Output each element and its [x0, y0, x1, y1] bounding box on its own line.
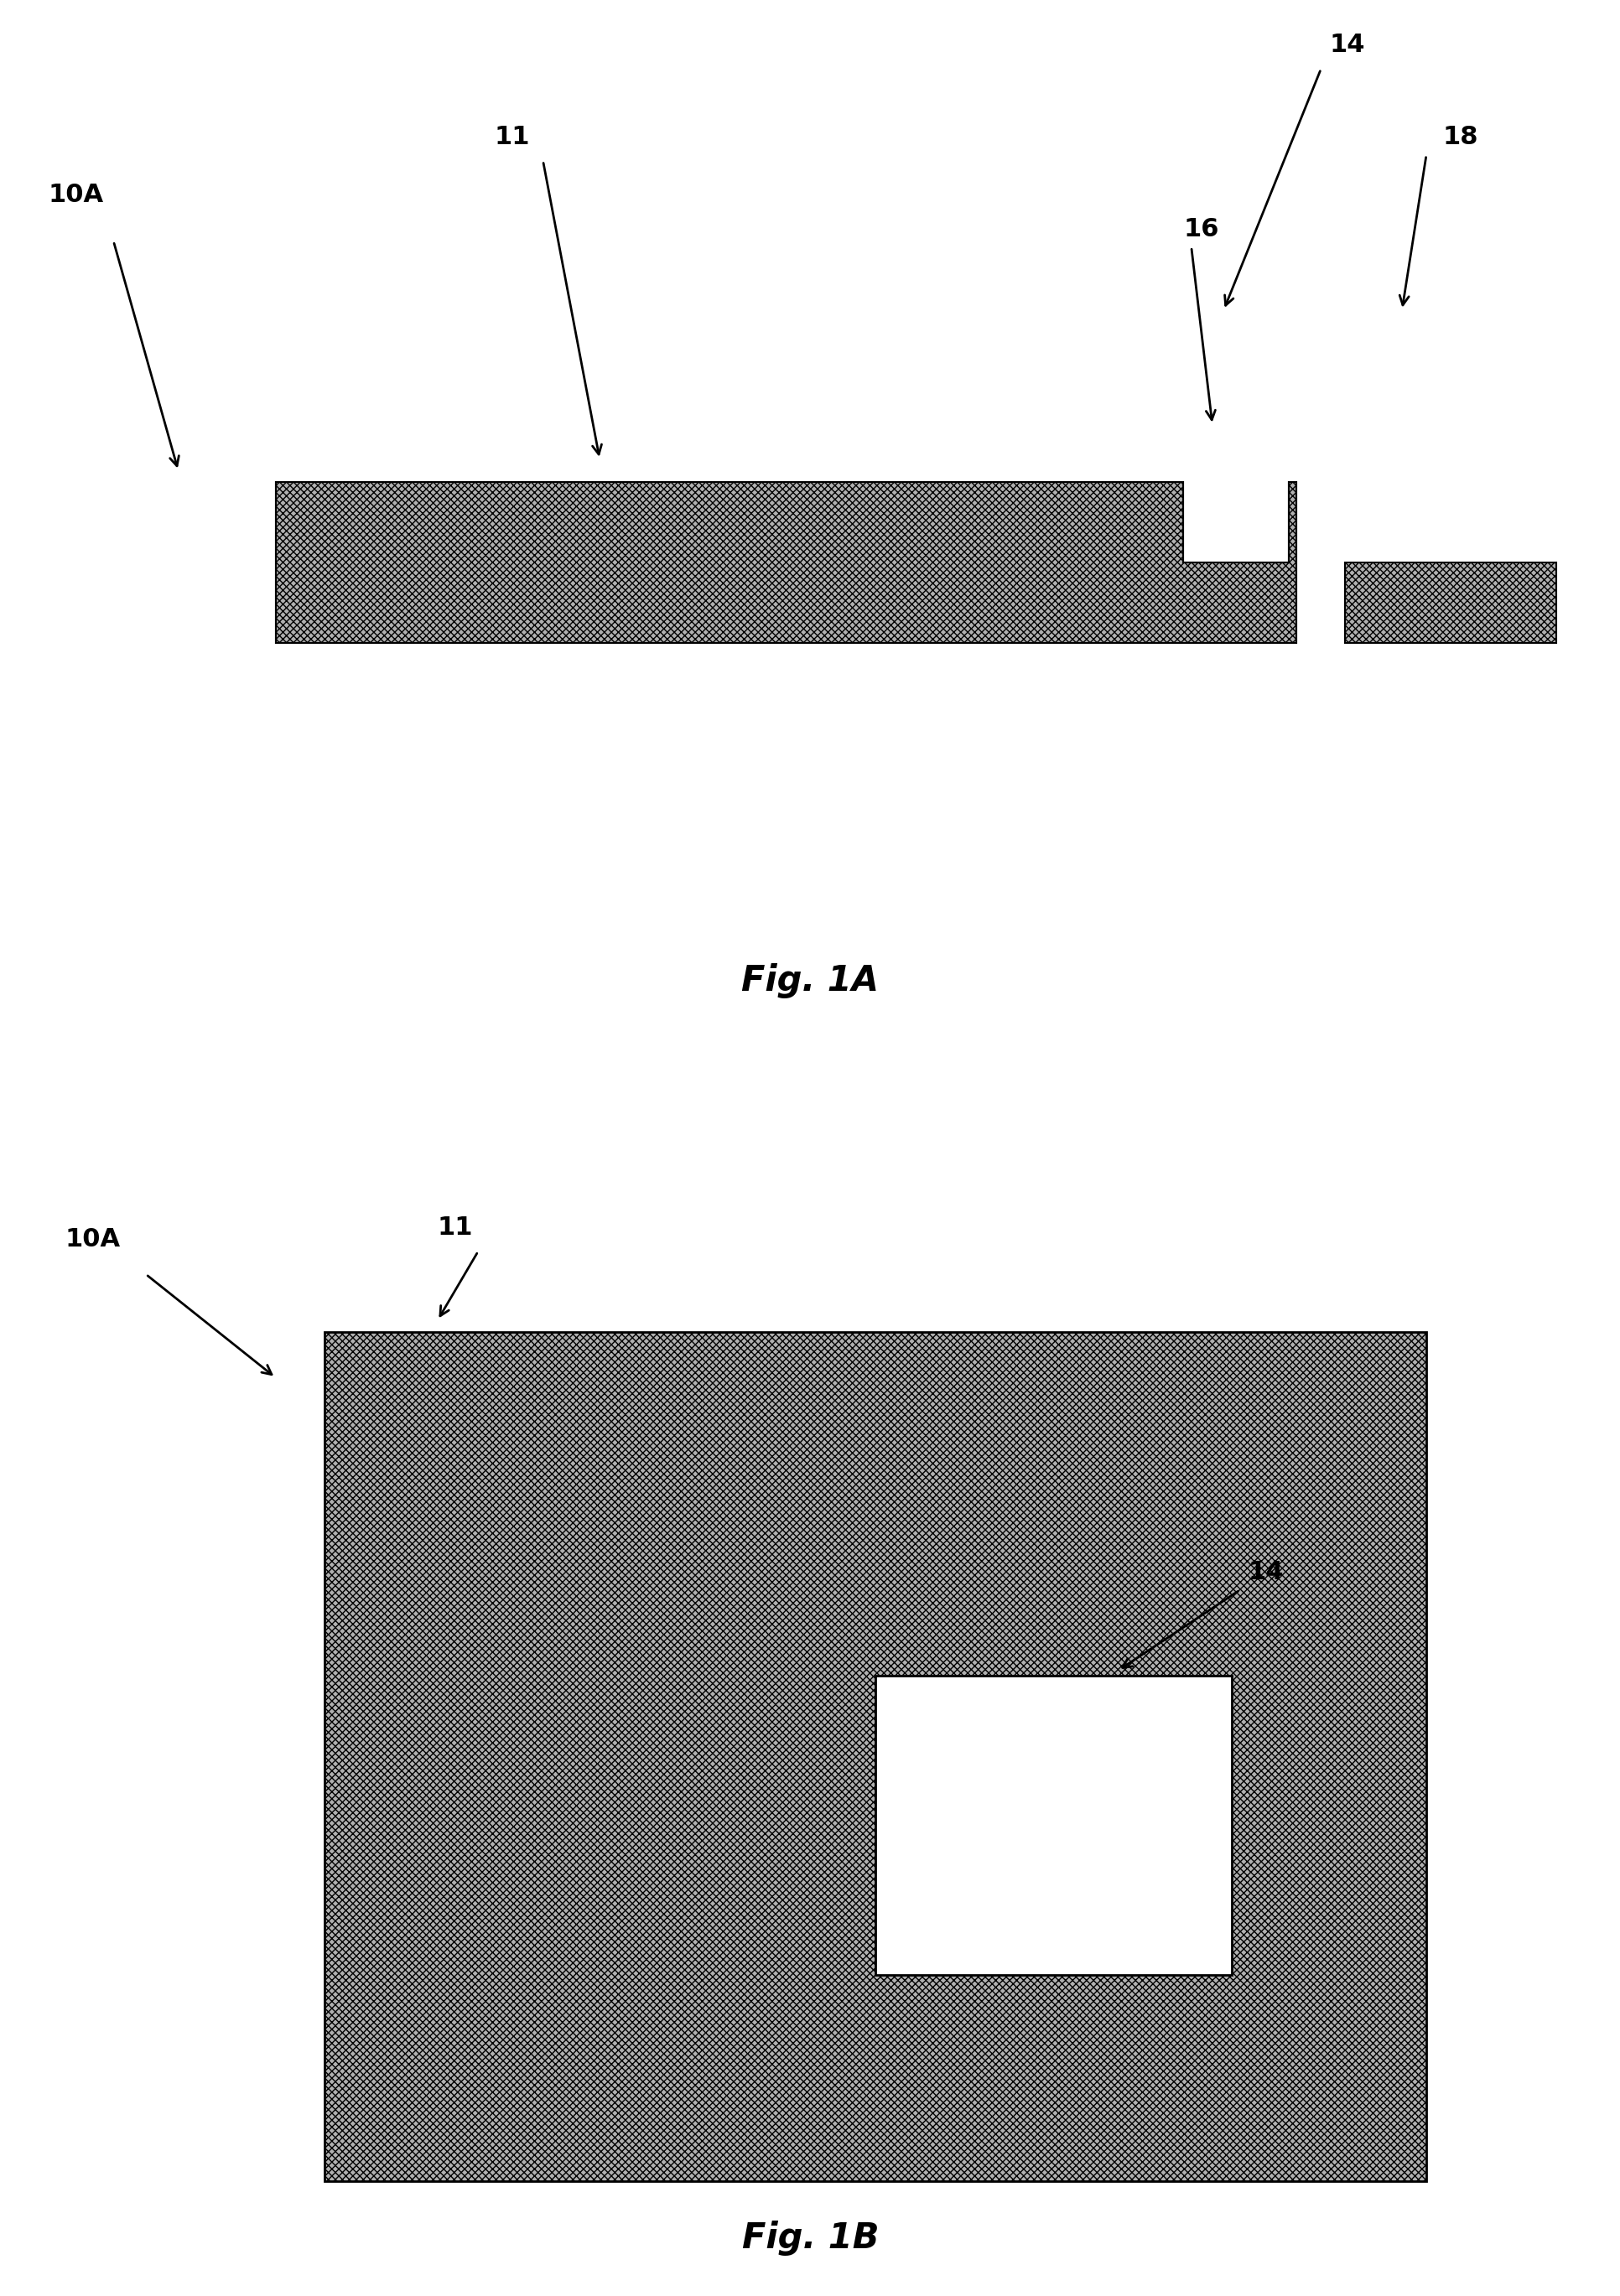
Bar [324, 1332, 1426, 2181]
Text: 14: 14 [1328, 32, 1364, 57]
Polygon shape [275, 482, 1296, 643]
Text: 16: 16 [1183, 216, 1218, 241]
Bar [324, 1332, 1426, 2181]
Text: 10A: 10A [49, 181, 104, 207]
Bar [875, 1676, 1231, 1975]
Bar [1345, 563, 1555, 643]
Text: Fig. 1A: Fig. 1A [742, 964, 878, 999]
Text: 18: 18 [1442, 124, 1477, 149]
Text: 10A: 10A [65, 1226, 120, 1251]
Text: 14: 14 [1247, 1559, 1283, 1584]
Text: 11: 11 [494, 124, 530, 149]
Bar [1345, 563, 1555, 643]
Text: Fig. 1B: Fig. 1B [742, 2220, 878, 2255]
Text: 11: 11 [437, 1215, 473, 1240]
